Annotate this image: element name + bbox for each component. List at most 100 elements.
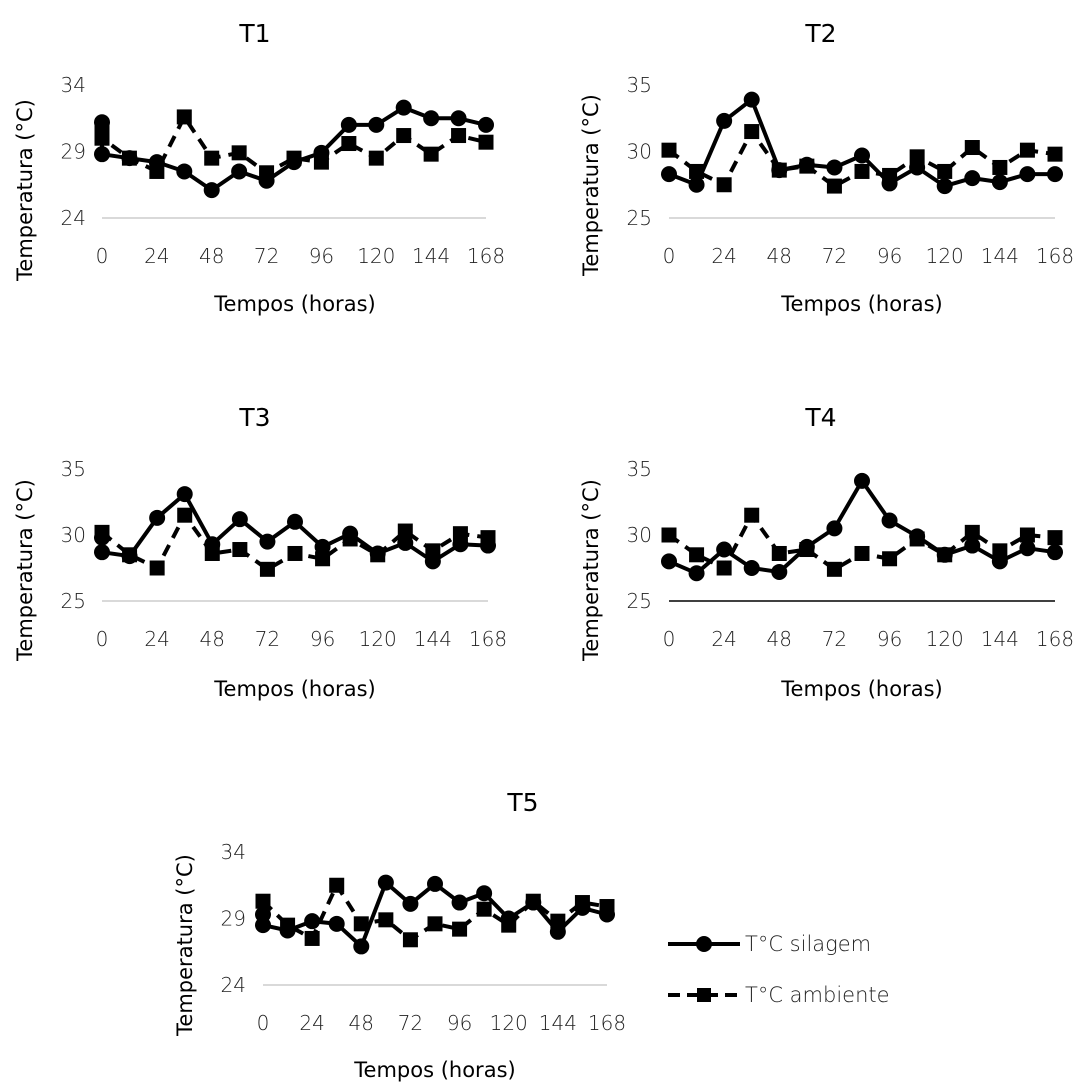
chart-t2: T2 25 30 35 0 24 48 72 96 120 144 168 Tempos (hora… xyxy=(579,19,1074,316)
legend-label-silagem: T°C silagem xyxy=(745,932,871,956)
data-point-ambiente xyxy=(476,901,492,917)
data-point-ambiente xyxy=(716,560,732,576)
legend-marker-circle xyxy=(696,936,712,952)
data-point-silagem xyxy=(402,895,419,912)
x-tick-label: 0 xyxy=(257,1011,270,1035)
data-point-silagem xyxy=(176,486,193,503)
data-point-silagem xyxy=(427,875,443,892)
chart-title: T3 xyxy=(238,403,270,432)
data-point-silagem xyxy=(259,533,276,550)
data-point-ambiente xyxy=(368,150,384,166)
data-point-ambiente xyxy=(396,128,412,144)
x-tick-label: 144 xyxy=(981,244,1019,268)
data-point-silagem xyxy=(798,538,815,555)
x-tick-label: 96 xyxy=(877,244,902,268)
x-axis-label: Tempos (horas) xyxy=(780,292,942,316)
data-point-ambiente xyxy=(397,523,413,539)
data-point-silagem xyxy=(1019,166,1036,183)
data-point-ambiente xyxy=(661,142,677,158)
x-tick-label: 48 xyxy=(199,244,224,268)
data-point-ambiente xyxy=(744,124,760,140)
x-tick-label: 120 xyxy=(926,627,964,651)
data-point-ambiente xyxy=(402,932,418,948)
x-tick-label: 96 xyxy=(447,1011,472,1035)
x-tick-label: 168 xyxy=(1036,244,1074,268)
series-line-silagem xyxy=(100,492,489,564)
data-point-silagem xyxy=(826,520,843,537)
data-point-ambiente xyxy=(423,146,439,162)
data-point-silagem xyxy=(255,917,271,934)
data-point-ambiente xyxy=(964,140,980,156)
data-point-silagem xyxy=(94,114,110,131)
data-point-ambiente xyxy=(1047,146,1063,162)
data-point-ambiente xyxy=(304,930,320,946)
data-point-silagem xyxy=(881,512,898,529)
data-point-silagem xyxy=(688,176,705,193)
y-tick-label: 29 xyxy=(61,140,86,164)
y-axis-label: Temperatura (°C) xyxy=(13,99,37,282)
data-point-silagem xyxy=(231,511,248,528)
data-point-ambiente xyxy=(329,877,345,893)
y-tick-label: 25 xyxy=(627,206,652,230)
legend: T°C silagem T°C ambiente xyxy=(668,932,890,1007)
x-tick-label: 144 xyxy=(539,1011,577,1035)
data-point-ambiente xyxy=(204,150,220,166)
y-tick-label: 34 xyxy=(61,73,86,97)
data-point-ambiente xyxy=(451,128,467,144)
data-point-silagem xyxy=(121,150,138,167)
data-point-ambiente xyxy=(882,551,898,567)
data-point-silagem xyxy=(599,906,615,923)
x-tick-label: 48 xyxy=(200,627,225,651)
series-line-ambiente xyxy=(100,114,487,175)
data-point-silagem xyxy=(94,529,110,546)
y-tick-label: 24 xyxy=(221,973,246,997)
y-axis-label: Temperatura (°C) xyxy=(579,94,603,277)
data-point-silagem xyxy=(743,91,760,108)
y-tick-label: 29 xyxy=(221,907,246,931)
data-point-silagem xyxy=(279,922,296,939)
data-point-silagem xyxy=(826,159,843,176)
x-tick-label: 0 xyxy=(96,627,109,651)
legend-item-ambiente: T°C ambiente xyxy=(668,983,890,1007)
data-point-ambiente xyxy=(964,524,980,540)
legend-marker-square xyxy=(697,988,711,1002)
data-point-ambiente xyxy=(149,560,165,576)
data-point-silagem xyxy=(395,99,412,116)
data-point-ambiente xyxy=(1047,530,1063,546)
legend-item-silagem: T°C silagem xyxy=(668,932,871,956)
x-tick-label: 72 xyxy=(254,244,279,268)
y-tick-label: 35 xyxy=(627,73,652,97)
data-point-silagem xyxy=(771,162,788,179)
data-point-ambiente xyxy=(177,507,193,523)
data-point-silagem xyxy=(451,894,468,911)
legend-label-ambiente: T°C ambiente xyxy=(745,983,890,1007)
data-point-ambiente xyxy=(287,545,303,561)
y-axis-label: Temperatura (°C) xyxy=(173,854,197,1037)
data-point-ambiente xyxy=(378,912,394,928)
data-point-silagem xyxy=(121,548,138,565)
data-point-ambiente xyxy=(452,921,468,937)
x-tick-label: 72 xyxy=(255,627,280,651)
x-tick-label: 0 xyxy=(96,244,109,268)
series-line-silagem xyxy=(100,105,487,193)
y-axis-label: Temperatura (°C) xyxy=(13,479,37,662)
chart-title: T4 xyxy=(804,403,836,432)
data-point-ambiente xyxy=(854,545,870,561)
data-point-ambiente xyxy=(771,545,787,561)
data-point-silagem xyxy=(149,509,166,526)
data-point-silagem xyxy=(450,110,467,127)
x-axis-label: Tempos (horas) xyxy=(213,292,375,316)
data-point-silagem xyxy=(936,178,953,195)
data-point-silagem xyxy=(688,565,705,582)
data-point-ambiente xyxy=(937,163,953,179)
data-point-ambiente xyxy=(826,178,842,194)
data-point-ambiente xyxy=(315,551,331,567)
data-point-silagem xyxy=(991,174,1008,191)
x-tick-label: 0 xyxy=(663,244,676,268)
data-point-silagem xyxy=(94,544,110,561)
chart-title: T1 xyxy=(238,19,270,48)
data-point-silagem xyxy=(798,156,815,173)
data-point-ambiente xyxy=(689,547,705,563)
data-point-silagem xyxy=(340,116,357,133)
x-tick-label: 96 xyxy=(309,244,334,268)
